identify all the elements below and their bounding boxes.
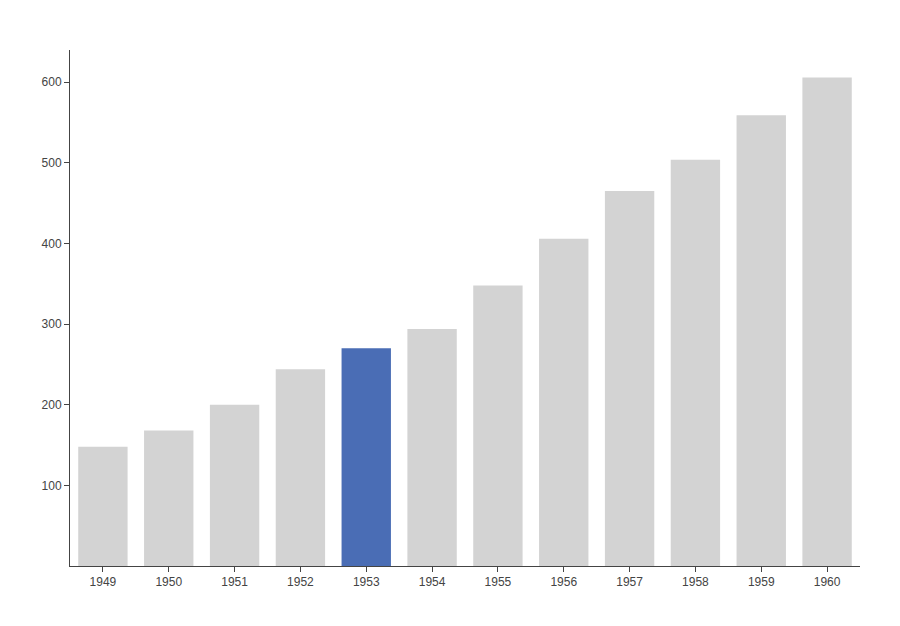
svg-text:200: 200 [42,398,62,412]
svg-text:1953: 1953 [353,575,380,589]
svg-text:1951: 1951 [221,575,248,589]
svg-text:1952: 1952 [287,575,314,589]
svg-text:100: 100 [42,479,62,493]
svg-text:1949: 1949 [90,575,117,589]
svg-text:1956: 1956 [550,575,577,589]
svg-text:1957: 1957 [616,575,643,589]
svg-text:500: 500 [42,156,62,170]
svg-text:600: 600 [42,75,62,89]
svg-text:1950: 1950 [155,575,182,589]
svg-text:1960: 1960 [814,575,841,589]
svg-text:1954: 1954 [419,575,446,589]
svg-text:400: 400 [42,237,62,251]
svg-text:1958: 1958 [682,575,709,589]
svg-text:1959: 1959 [748,575,775,589]
svg-text:300: 300 [42,317,62,331]
svg-text:1955: 1955 [485,575,512,589]
